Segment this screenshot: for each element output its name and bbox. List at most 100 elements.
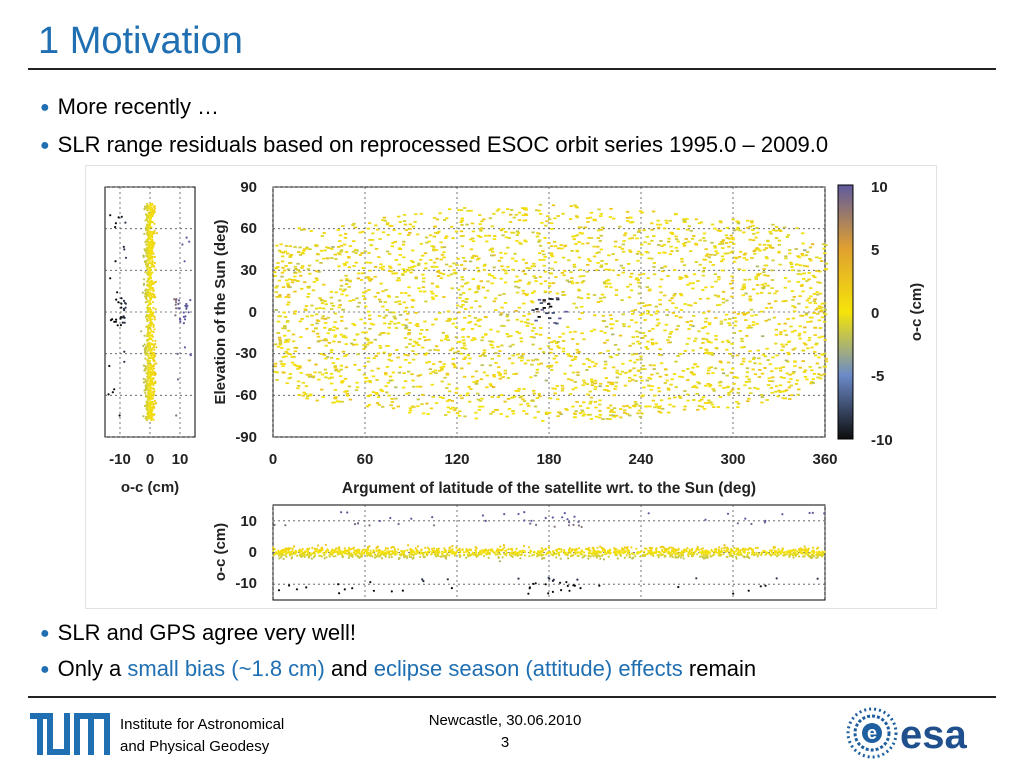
data-point [363,298,367,300]
x-tick-label: 0 [269,451,277,468]
data-point [341,380,345,382]
data-point [742,313,746,316]
data-point [608,418,612,420]
data-point [663,294,667,297]
data-point [636,279,641,281]
data-point [339,250,343,253]
data-point [546,365,550,368]
data-point [147,279,150,282]
data-point [378,238,382,240]
data-point [499,312,504,315]
data-point [799,273,803,276]
data-point [548,298,552,300]
data-point [750,220,754,223]
data-point [337,370,341,373]
data-point [578,412,583,415]
data-point [597,229,601,232]
data-point [770,391,774,394]
bullet-dot-icon: ● [40,99,50,116]
data-point [742,283,746,286]
data-point [315,322,319,325]
data-point [573,413,577,415]
data-point [704,248,708,251]
data-point [818,281,822,284]
data-point [516,390,521,392]
data-point [393,240,397,243]
data-point [779,230,783,232]
data-point [549,365,553,368]
data-point [648,546,651,549]
data-point [332,340,336,343]
data-point [520,395,524,398]
data-point [538,259,542,261]
data-point [815,362,820,365]
data-point [146,202,149,205]
data-point [329,382,334,385]
data-point [732,229,736,232]
data-point [609,404,613,407]
data-point [514,260,518,262]
data-point [311,546,314,549]
data-point [287,329,291,332]
data-point [148,406,151,409]
data-point [404,359,408,361]
data-point [439,258,443,261]
data-point [770,370,774,373]
data-point [820,316,825,319]
data-point [495,209,499,212]
data-point [332,326,336,328]
data-point [315,319,320,322]
data-point [374,247,379,250]
data-point [702,232,707,235]
data-point [492,375,497,378]
data-point [148,314,151,317]
data-point [273,370,277,373]
data-point [527,405,531,407]
data-point [647,330,652,332]
data-point [436,349,440,352]
data-point [333,321,337,323]
data-point [342,335,347,337]
data-point [541,351,546,353]
data-point [285,352,289,354]
data-point [143,349,146,352]
data-point [621,271,625,274]
data-point [578,318,582,320]
data-point [815,270,819,272]
data-point [760,291,764,294]
data-point [803,369,808,372]
data-point [525,412,529,415]
data-point [273,275,277,277]
data-point [146,362,149,365]
y-tick-label: 60 [240,220,257,237]
data-point [430,296,435,299]
data-point [726,361,731,364]
data-point [389,516,392,520]
data-point [575,206,579,209]
data-point [150,279,153,282]
data-point [107,393,110,396]
data-point [649,314,654,316]
data-point [769,306,773,309]
data-point [434,318,438,320]
data-point [407,286,411,289]
data-point [514,372,519,375]
data-point [456,350,461,353]
data-point [390,379,394,382]
data-point [455,387,459,390]
data-point [816,577,819,580]
data-point [739,250,743,253]
data-point [143,334,146,337]
data-point [598,584,601,587]
data-point [742,257,746,259]
data-point [670,250,674,253]
data-point [369,341,373,344]
data-point [145,226,148,229]
data-point [588,402,592,405]
data-point [796,281,800,283]
data-point [600,226,605,229]
data-point [394,386,398,389]
data-point [754,236,758,239]
data-point [593,388,597,391]
data-point [144,415,148,419]
